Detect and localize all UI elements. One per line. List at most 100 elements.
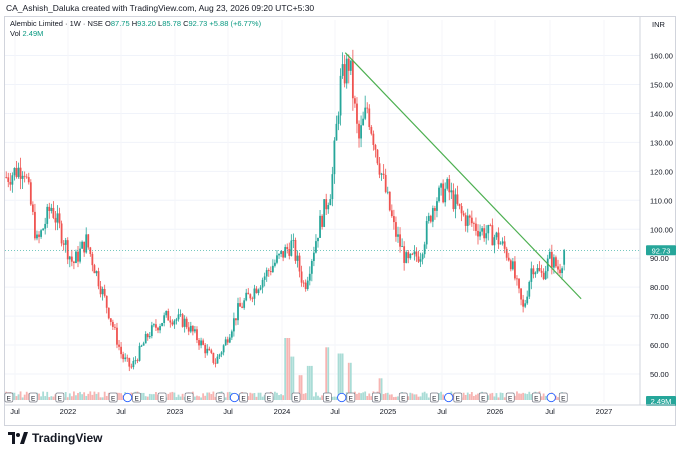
candles xyxy=(5,49,566,372)
candle-body xyxy=(251,298,254,300)
symbol-label[interactable]: Alembic Limited · 1W · NSE xyxy=(10,19,103,28)
volume-bar xyxy=(183,396,186,400)
candle-body xyxy=(374,145,377,150)
candle-body xyxy=(325,199,328,210)
candle-body xyxy=(148,336,151,338)
volume-bar xyxy=(155,392,157,400)
currency-label[interactable]: INR xyxy=(652,20,665,29)
volume-bar xyxy=(181,393,184,400)
candle-body xyxy=(555,257,557,267)
candle-body xyxy=(403,246,406,263)
candle-body xyxy=(222,345,225,353)
volume-bar xyxy=(263,395,266,400)
volume-bar xyxy=(19,391,22,400)
candle-body xyxy=(208,348,211,351)
candle-body xyxy=(142,343,145,346)
volume-bar xyxy=(356,393,358,400)
candle-body xyxy=(9,181,12,185)
tradingview-logo[interactable]: TradingView xyxy=(8,430,102,446)
candle-body xyxy=(175,319,178,321)
volume-bar xyxy=(516,391,518,400)
volume-bar xyxy=(198,396,200,400)
volume-bar xyxy=(298,375,301,400)
volume-bar xyxy=(493,396,496,400)
candle-body xyxy=(442,183,445,203)
earnings-marker-letter: E xyxy=(31,396,36,403)
candle-body xyxy=(224,339,227,346)
candle-body xyxy=(472,223,475,225)
volume-bar xyxy=(152,394,155,400)
candle-body xyxy=(58,213,61,224)
candle-body xyxy=(23,175,26,177)
candle-body xyxy=(64,240,67,245)
candle-body xyxy=(235,318,237,321)
volume-bar xyxy=(317,395,319,400)
volume-bar xyxy=(75,395,77,400)
candle-body xyxy=(179,314,182,316)
earnings-marker: E xyxy=(429,392,439,403)
candle-body xyxy=(261,279,264,288)
y-tick-label: 80.00 xyxy=(650,283,669,292)
candle-body xyxy=(507,257,510,261)
earnings-marker-box xyxy=(28,392,38,403)
volume-bar xyxy=(196,395,198,400)
candle-body xyxy=(27,177,30,183)
candle-body xyxy=(247,292,250,295)
grid xyxy=(5,20,640,402)
volume-bar xyxy=(83,392,86,400)
volume-bar xyxy=(40,396,42,400)
candle-body xyxy=(349,60,352,71)
earnings-marker-letter: E xyxy=(187,396,192,403)
candle-body xyxy=(347,58,350,71)
candle-body xyxy=(220,352,223,355)
candle-body xyxy=(415,251,418,257)
volume-bar xyxy=(380,378,383,400)
x-tick-label: Jul xyxy=(223,407,233,416)
candle-body xyxy=(505,248,508,258)
volume-bar xyxy=(118,392,120,400)
x-tick-label: Jul xyxy=(437,407,447,416)
candle-body xyxy=(159,326,161,331)
candle-body xyxy=(204,344,207,354)
candle-body xyxy=(511,261,514,270)
volume-bar xyxy=(386,392,389,400)
candle-body xyxy=(559,269,561,274)
volume-bar xyxy=(89,391,92,400)
volume-bar xyxy=(417,396,420,400)
y-tick-label: 150.00 xyxy=(650,81,673,90)
low-label: L xyxy=(158,19,163,28)
candle-body xyxy=(514,261,516,279)
candle-body xyxy=(310,260,313,274)
candle-body xyxy=(372,133,375,146)
candle-body xyxy=(448,179,451,193)
volume-bar xyxy=(364,391,367,400)
candle-body xyxy=(395,222,397,237)
volume-bar xyxy=(99,397,102,400)
volume-bar xyxy=(107,392,110,400)
volume-bar xyxy=(503,397,506,400)
earnings-marker: E xyxy=(55,392,65,403)
volume-bar xyxy=(368,393,371,400)
candle-body xyxy=(552,257,555,268)
volume-bar xyxy=(25,391,28,400)
candle-body xyxy=(345,58,348,84)
candle-body xyxy=(40,230,42,237)
candle-body xyxy=(249,294,252,299)
candle-body xyxy=(165,311,168,316)
volume-bar xyxy=(427,397,430,400)
candle-body xyxy=(226,339,229,343)
earnings-marker-letter: E xyxy=(218,396,223,403)
candle-body xyxy=(161,323,164,327)
candle-body xyxy=(21,175,24,179)
volume-bar xyxy=(175,397,178,400)
candle-body xyxy=(111,321,114,327)
earnings-marker: E xyxy=(215,392,225,403)
volume-bar xyxy=(284,338,287,400)
volume-bar xyxy=(413,394,416,400)
candle-body xyxy=(280,251,282,254)
dividend-marker xyxy=(444,392,454,403)
candle-body xyxy=(302,282,305,284)
candle-body xyxy=(83,241,86,253)
candle-body xyxy=(329,199,332,206)
